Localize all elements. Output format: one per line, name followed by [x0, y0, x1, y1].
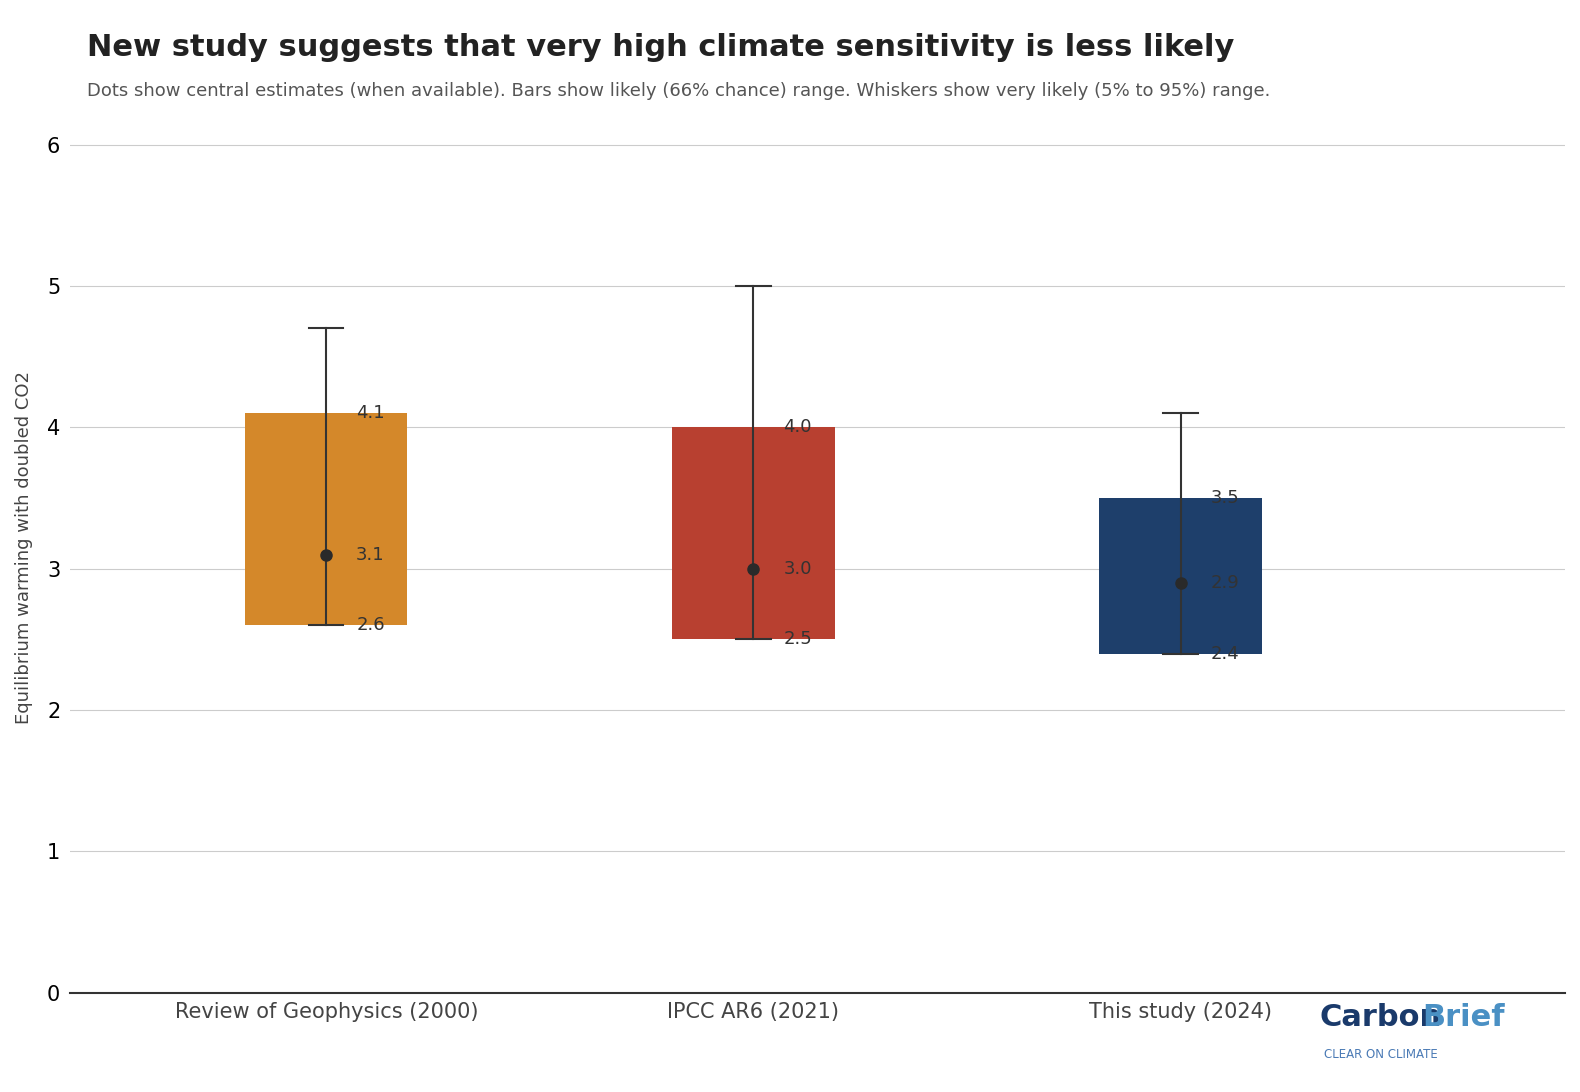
Text: 3.0: 3.0 — [784, 560, 812, 578]
Text: Carbon: Carbon — [1319, 1002, 1441, 1032]
Text: 3.5: 3.5 — [1210, 489, 1239, 507]
Y-axis label: Equilibrium warming with doubled CO2: Equilibrium warming with doubled CO2 — [14, 371, 33, 724]
Text: New study suggests that very high climate sensitivity is less likely: New study suggests that very high climat… — [87, 33, 1234, 62]
Bar — [245, 413, 408, 626]
Bar — [672, 427, 834, 640]
Text: 2.5: 2.5 — [784, 630, 812, 649]
Text: 2.6: 2.6 — [356, 616, 386, 634]
Text: Brief: Brief — [1422, 1002, 1504, 1032]
Text: 4.0: 4.0 — [784, 418, 812, 437]
Text: 2.9: 2.9 — [1210, 574, 1239, 592]
Bar — [1100, 498, 1262, 653]
Text: CLEAR ON CLIMATE: CLEAR ON CLIMATE — [1324, 1048, 1438, 1061]
Text: 3.1: 3.1 — [356, 546, 386, 563]
Text: 2.4: 2.4 — [1210, 644, 1239, 663]
Text: Dots show central estimates (when available). Bars show likely (66% chance) rang: Dots show central estimates (when availa… — [87, 82, 1270, 99]
Text: 4.1: 4.1 — [356, 404, 386, 423]
